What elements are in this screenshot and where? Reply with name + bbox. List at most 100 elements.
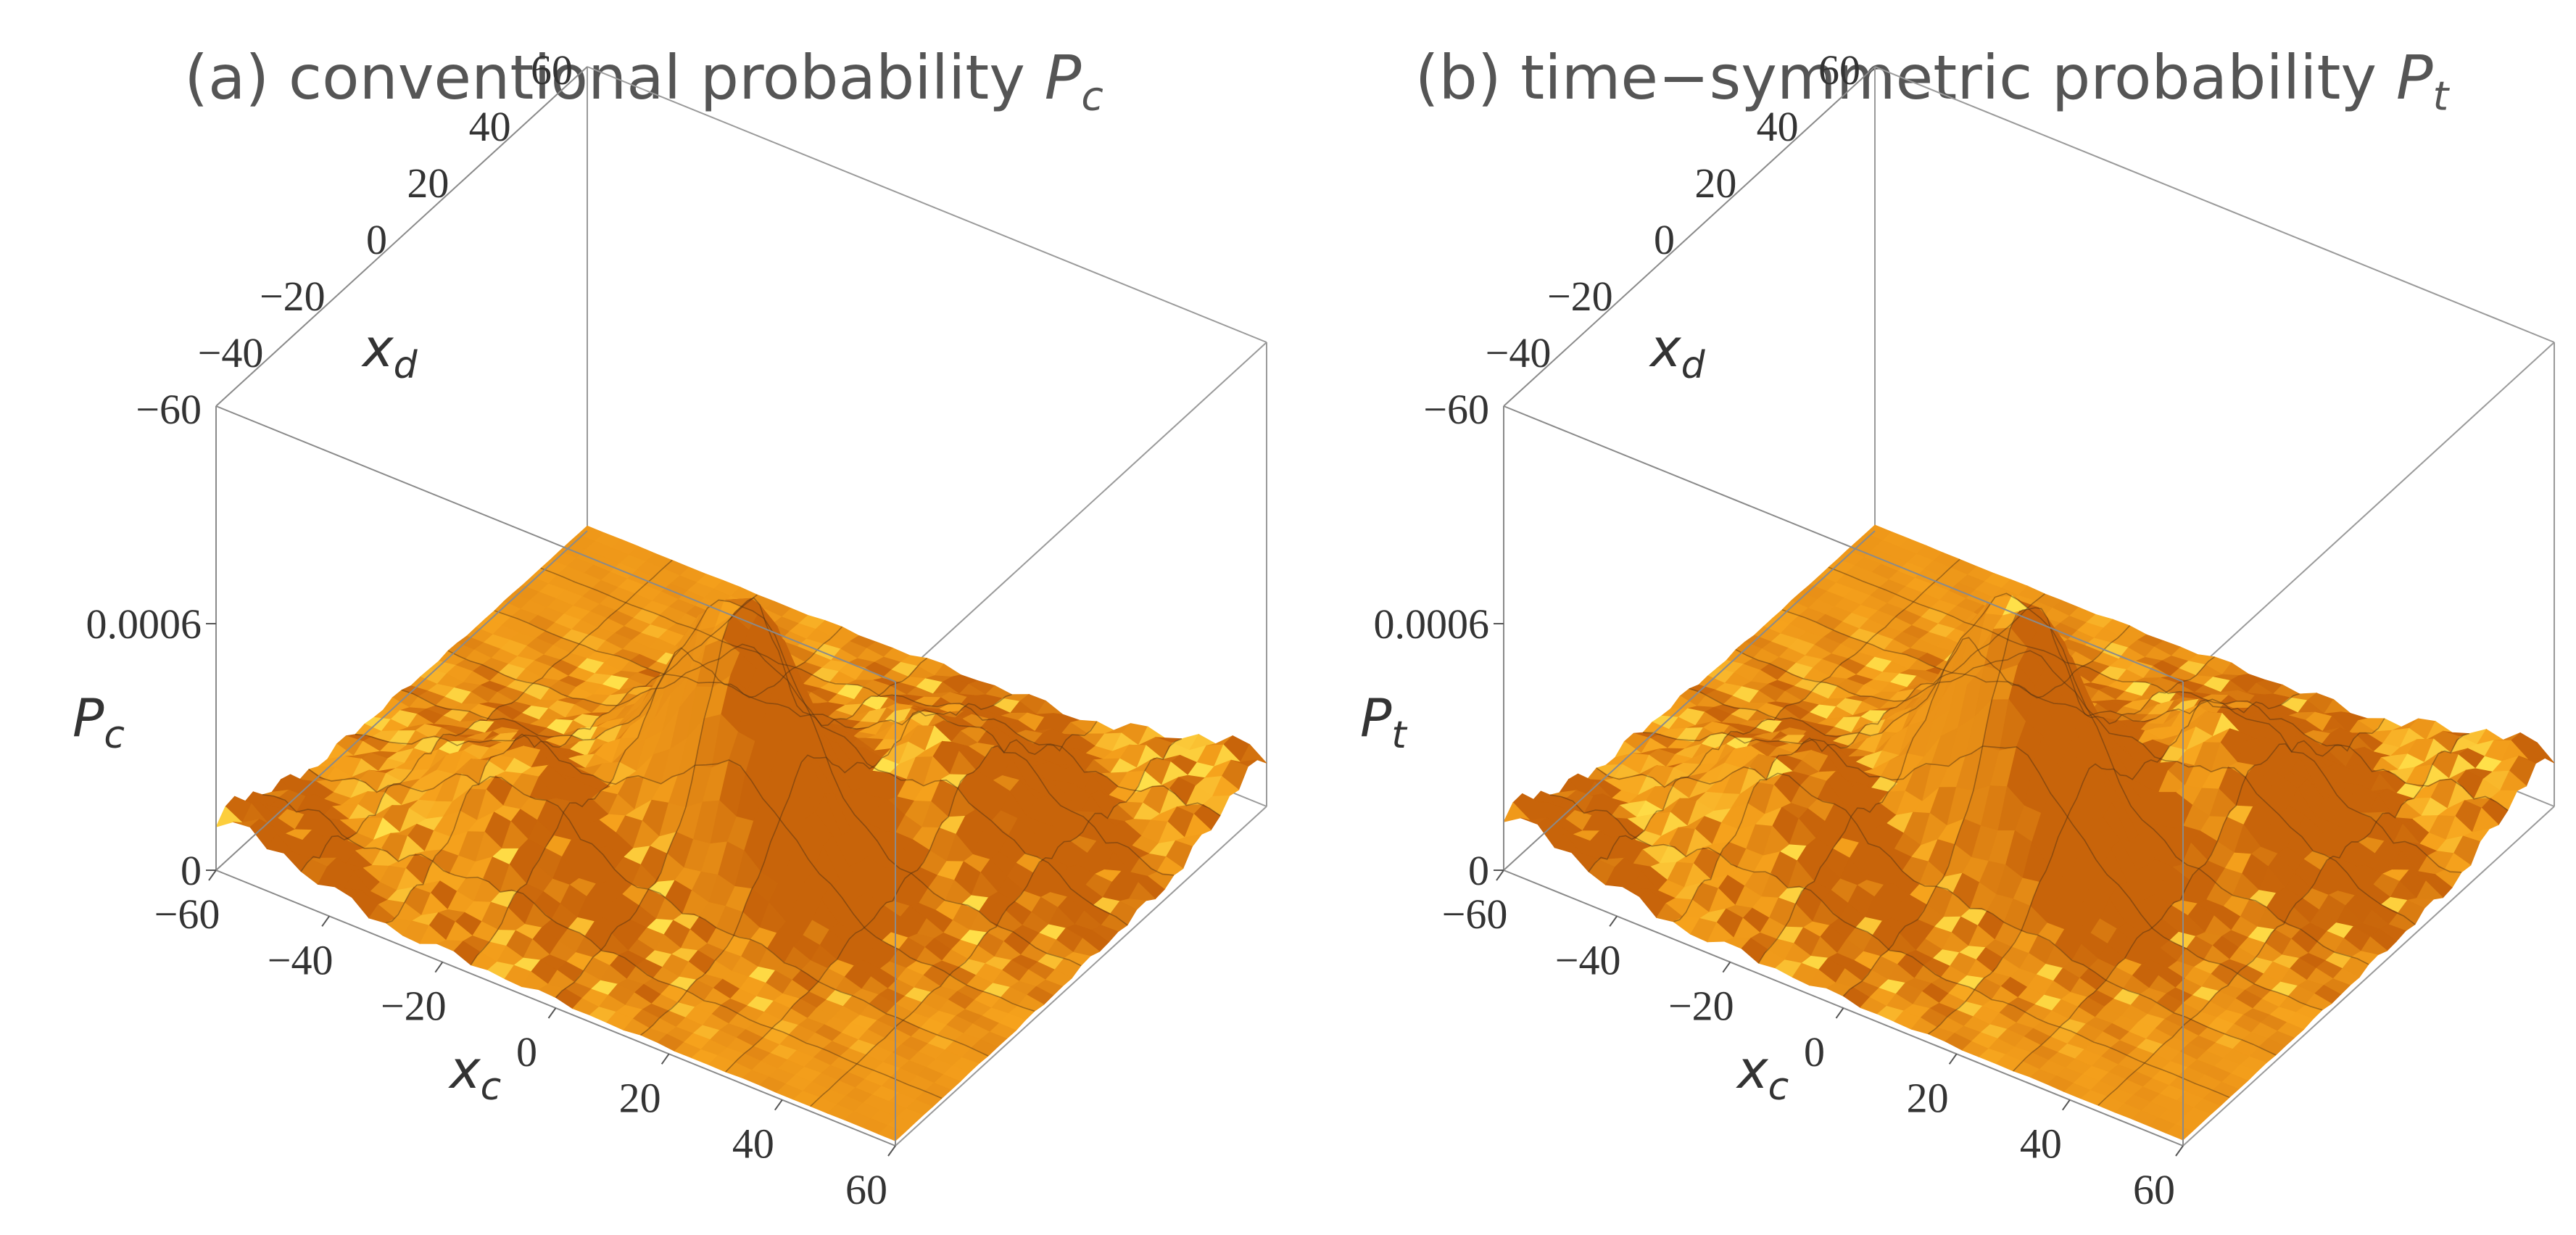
y-axis-label: xd: [361, 318, 418, 387]
x-axis-ticks: −60 −40 −20 0 20 40 60: [154, 870, 896, 1213]
y-tick-label: −20: [1547, 273, 1613, 320]
y-tick-label: −40: [1486, 329, 1552, 376]
z-tick-label: 0: [181, 847, 202, 894]
mesh-line: [1673, 593, 2045, 922]
x-tick-mark: [547, 1007, 557, 1019]
x-tick-label: −40: [1555, 936, 1621, 983]
x-tick-mark: [321, 915, 330, 927]
mesh-line: [470, 626, 842, 966]
x-tick-mark: [1722, 962, 1731, 973]
z-axis-subscript: t: [1391, 714, 1407, 757]
x-tick-label: 60: [845, 1166, 887, 1213]
surface-mesh: [1549, 558, 2509, 1106]
x-tick-label: 60: [2133, 1166, 2175, 1213]
x-tick-label: 0: [1804, 1028, 1825, 1075]
x-tick-mark: [774, 1099, 783, 1111]
x-tick-mark: [1835, 1007, 1844, 1019]
y-tick-label: 0: [1654, 216, 1675, 263]
x-tick-label: 40: [2020, 1120, 2062, 1168]
x-tick-label: −20: [381, 983, 447, 1030]
x-axis-symbol: x: [448, 1039, 481, 1100]
x-tick-mark: [1948, 1053, 1958, 1065]
mesh-line: [1828, 566, 2509, 811]
x-tick-mark: [1609, 915, 1618, 927]
mesh-line: [555, 597, 927, 999]
y-tick-label: 60: [1818, 46, 1860, 94]
mesh-line: [494, 610, 1175, 876]
z-tick-label: 0: [1468, 847, 1489, 894]
panel-b-title: (b) time−symmetric probability Pt: [1288, 42, 2576, 120]
mesh-line: [1757, 625, 2130, 964]
surface-patch: [2165, 1124, 2193, 1141]
mesh-line: [540, 567, 1221, 817]
panel-b-plot: −60 −40 −20 0 20 40 60 −60 −40 −20 0 20 40 60 0 0.0006 x…: [1360, 46, 2555, 1213]
mesh-line: [1549, 794, 2230, 1099]
mesh-line: [1689, 592, 2369, 965]
mesh-line: [640, 693, 1012, 1036]
box-edge: [1503, 530, 1876, 871]
y-tick-label: 20: [1694, 160, 1736, 207]
box-edge: [2182, 806, 2555, 1147]
mesh-line: [401, 599, 1082, 967]
y-tick-label: −40: [198, 329, 264, 376]
mesh-line: [386, 594, 758, 924]
z-axis-ticks: 0 0.0006: [1374, 600, 1504, 894]
x-tick-mark: [208, 870, 217, 881]
panel-b-title-text: (b) time−symmetric probability: [1415, 42, 2396, 113]
mesh-line: [355, 733, 1035, 1012]
mesh-line: [725, 721, 1098, 1073]
x-axis-ticks: −60 −40 −20 0 20 40 60: [1442, 870, 2184, 1213]
panel-a-plot: −60 −40 −20 0 20 40 60 −60 −40 −20 0 20 40 60 0 0.0006 x…: [73, 46, 1267, 1213]
y-tick-label: 60: [531, 46, 573, 94]
y-axis-symbol: x: [1649, 318, 1682, 379]
y-axis-label: xd: [1649, 318, 1706, 387]
panel-a: (a) conventional probability Pc −60 −40 −2…: [73, 42, 1267, 1213]
panel-a-title-subscript: c: [1081, 73, 1103, 120]
box-edge: [1503, 405, 2184, 682]
box-edge: [587, 66, 1267, 343]
mesh-line: [810, 738, 1183, 1107]
mesh-line: [300, 559, 673, 872]
x-tick-label: −40: [268, 936, 334, 983]
mesh-line: [262, 793, 943, 1099]
box-edge: [215, 66, 588, 407]
surface: [1503, 524, 2555, 1141]
x-tick-mark: [1496, 870, 1504, 881]
y-axis-ticks: −60 −40 −20 0 20 40 60: [1423, 46, 1860, 433]
box-edge: [215, 405, 896, 682]
x-tick-mark: [660, 1053, 670, 1065]
panel-a-title-text: (a) conventional probability: [184, 42, 1025, 113]
z-axis-label: Pt: [1360, 687, 1407, 757]
mesh-line: [1735, 649, 2416, 925]
y-tick-label: 40: [469, 103, 511, 150]
surface: [215, 525, 1267, 1141]
mesh-line: [2097, 732, 2470, 1106]
x-tick-label: 0: [516, 1028, 537, 1075]
mesh-line: [1588, 558, 1960, 872]
box-edge: [2182, 342, 2555, 682]
z-tick-label: 0.0006: [86, 600, 202, 648]
x-axis-subscript: c: [481, 1065, 502, 1109]
surface-mesh: [262, 559, 1221, 1107]
box-edge: [1503, 66, 1876, 407]
mesh-line: [1596, 766, 2277, 1056]
x-tick-mark: [2062, 1099, 2071, 1111]
y-tick-label: −20: [260, 273, 326, 320]
box-edge: [215, 530, 588, 871]
x-tick-label: −20: [1668, 983, 1734, 1030]
mesh-line: [2013, 718, 2385, 1072]
x-tick-label: 20: [1907, 1074, 1949, 1121]
z-axis-subscript: c: [104, 714, 125, 757]
mesh-line: [447, 643, 1128, 926]
y-axis-symbol: x: [361, 318, 394, 379]
z-axis-ticks: 0 0.0006: [86, 600, 216, 894]
x-axis-label: xc: [448, 1039, 501, 1109]
mesh-line: [1642, 732, 2323, 1011]
z-axis-symbol: P: [73, 687, 104, 748]
x-tick-label: −60: [154, 891, 220, 938]
y-tick-label: 0: [366, 216, 387, 263]
mesh-line: [1928, 693, 2300, 1035]
y-tick-label: −60: [136, 386, 202, 433]
z-axis-symbol: P: [1360, 687, 1392, 748]
mesh-line: [1842, 607, 2215, 997]
